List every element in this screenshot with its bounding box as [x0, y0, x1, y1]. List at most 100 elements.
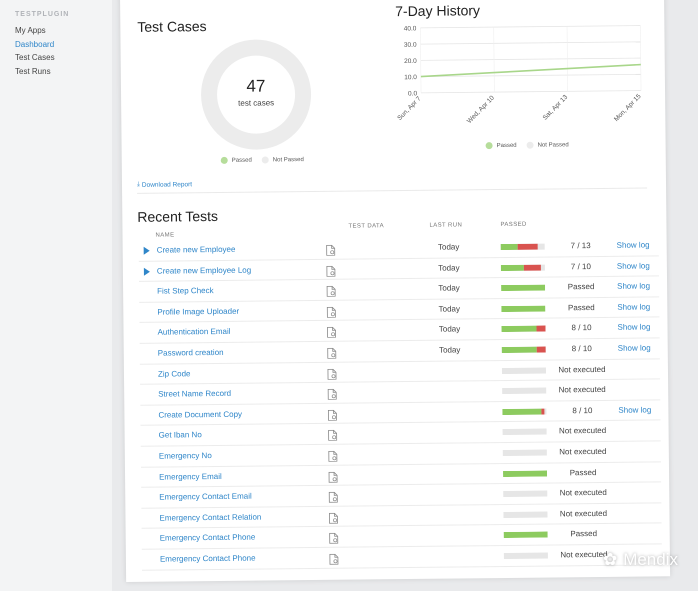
test-data-icon[interactable] — [326, 263, 336, 277]
table-row: Profile Image Uploader Today Passed Show lo… — [139, 297, 660, 324]
pass-segment — [500, 264, 524, 271]
pass-result: 8 / 10 — [571, 344, 592, 354]
sidebar-item-test-runs[interactable]: Test Runs — [15, 66, 51, 76]
pass-segment — [501, 305, 546, 312]
not-passed-legend-label: Not Passed — [272, 156, 304, 163]
history-passed-label: Passed — [496, 142, 517, 149]
pass-progress-bar — [503, 531, 548, 539]
download-icon: ⤓ — [136, 180, 140, 188]
test-data-icon[interactable] — [328, 469, 338, 483]
test-data-icon[interactable] — [326, 305, 336, 318]
table-row: Emergency Contact Relation Not executed — [141, 503, 662, 530]
test-data-icon[interactable] — [328, 449, 338, 462]
pass-progress-bar — [501, 367, 546, 374]
col-passed-header: PASSED — [500, 221, 527, 229]
test-data-icon[interactable] — [327, 407, 337, 421]
gridline — [420, 25, 641, 29]
test-data-icon[interactable] — [328, 490, 338, 503]
test-name-link[interactable]: Create new Employee — [156, 244, 236, 255]
pass-result: Passed — [569, 467, 597, 477]
test-data-icon[interactable] — [327, 346, 337, 359]
pass-progress-bar — [503, 552, 548, 559]
test-data-icon[interactable] — [326, 284, 336, 297]
test-name-link[interactable]: Emergency Contact Relation — [159, 512, 262, 523]
col-last-run-header: LAST RUN — [429, 222, 463, 229]
x-tick-label: Sun, Apr 7 — [396, 95, 423, 122]
show-log-link[interactable]: Show log — [616, 261, 650, 271]
test-data-icon[interactable] — [327, 366, 337, 380]
last-run-value: Today — [438, 324, 461, 335]
pass-result: 7 / 10 — [570, 261, 591, 271]
pass-result: Passed — [570, 529, 598, 539]
test-name-link[interactable]: Zip Code — [157, 368, 191, 379]
table-row: Password creation Today 8 / 10 Show log — [139, 338, 660, 365]
pass-segment — [503, 470, 548, 477]
test-name-link[interactable]: Profile Image Uploader — [157, 306, 240, 317]
table-row: Fist Step Check Today Passed Show log — [139, 276, 660, 303]
test-name-link[interactable]: Emergency Contact Phone — [159, 532, 256, 543]
table-row: Emergency No Not executed — [140, 441, 661, 468]
show-log-link[interactable]: Show log — [616, 240, 650, 250]
test-name-link[interactable]: Authentication Email — [157, 327, 231, 338]
sidebar-item-my-apps[interactable]: My Apps — [15, 26, 46, 35]
test-name-link[interactable]: Emergency No — [158, 451, 212, 461]
test-name-link[interactable]: Emergency Email — [159, 471, 222, 482]
x-tick-label: Mon, Apr 15 — [613, 93, 643, 123]
test-data-icon[interactable] — [329, 531, 339, 545]
show-log-link[interactable]: Show log — [617, 343, 651, 353]
pass-progress-bar — [503, 470, 548, 477]
test-name-link[interactable]: Password creation — [157, 347, 224, 358]
run-play-icon[interactable] — [143, 267, 150, 276]
table-row: Create new Employee Today 7 / 13 Show log — [138, 235, 659, 262]
pass-result: Not executed — [559, 488, 607, 498]
test-name-link[interactable]: Emergency Contact Phone — [159, 553, 256, 564]
test-name-link[interactable]: Create new Employee Log — [156, 265, 252, 276]
series-line-passed — [420, 63, 641, 78]
fail-segment — [536, 346, 546, 353]
test-name-link[interactable]: Emergency Contact Email — [159, 491, 252, 502]
pass-progress-bar — [501, 325, 546, 333]
pass-progress-bar — [502, 387, 547, 395]
pass-result: 7 / 13 — [570, 241, 591, 251]
test-name-link[interactable]: Get Iban No — [158, 430, 202, 440]
gridline — [420, 73, 641, 78]
show-log-link[interactable]: Show log — [617, 281, 651, 291]
dashboard-card: Test Cases 47 test cases Passed Not Pass… — [120, 0, 671, 582]
sidebar-item-test-cases[interactable]: Test Cases — [15, 53, 55, 62]
test-data-icon[interactable] — [328, 428, 338, 442]
test-data-icon[interactable] — [328, 510, 338, 524]
show-log-link[interactable]: Show log — [617, 322, 651, 333]
watermark: ✿ Mendix — [603, 550, 678, 570]
recent-tests-table: Create new Employee Today 7 / 13 Show log Cr… — [138, 235, 663, 571]
history-not-passed-label: Not Passed — [537, 141, 569, 149]
test-name-link[interactable]: Create Document Copy — [158, 409, 243, 420]
test-name-link[interactable]: Street Name Record — [158, 389, 232, 399]
download-report-link[interactable]: ⤓ Download Report — [137, 180, 192, 189]
show-log-link[interactable]: Show log — [617, 302, 651, 312]
gridline — [421, 90, 642, 94]
test-data-icon[interactable] — [329, 552, 339, 565]
pass-progress-bar — [503, 490, 548, 498]
test-data-icon[interactable] — [326, 243, 336, 256]
pass-progress-bar — [500, 264, 545, 271]
test-data-icon[interactable] — [327, 387, 337, 400]
col-name-header: NAME — [155, 232, 175, 239]
run-play-icon[interactable] — [143, 246, 150, 255]
recent-tests-title: Recent Tests — [137, 207, 219, 225]
y-tick-label: 40.0 — [404, 25, 417, 32]
pass-result: Passed — [567, 302, 595, 313]
table-row: Emergency Email Passed — [140, 461, 662, 488]
vertical-gridline — [566, 26, 569, 92]
show-log-link[interactable]: Show log — [618, 405, 652, 415]
pass-segment — [501, 284, 546, 292]
test-data-icon[interactable] — [326, 325, 337, 339]
download-report-label: Download Report — [141, 180, 193, 189]
table-row: Emergency Contact Phone Passed — [141, 523, 662, 550]
sidebar-item-dashboard[interactable]: Dashboard — [15, 39, 55, 49]
pass-progress-bar — [502, 449, 547, 456]
fail-segment — [541, 408, 545, 415]
table-row: Zip Code Not executed — [139, 358, 661, 385]
last-run-value: Today — [438, 263, 460, 273]
test-name-link[interactable]: Fist Step Check — [157, 286, 214, 296]
test-case-count: 47 — [246, 76, 266, 96]
